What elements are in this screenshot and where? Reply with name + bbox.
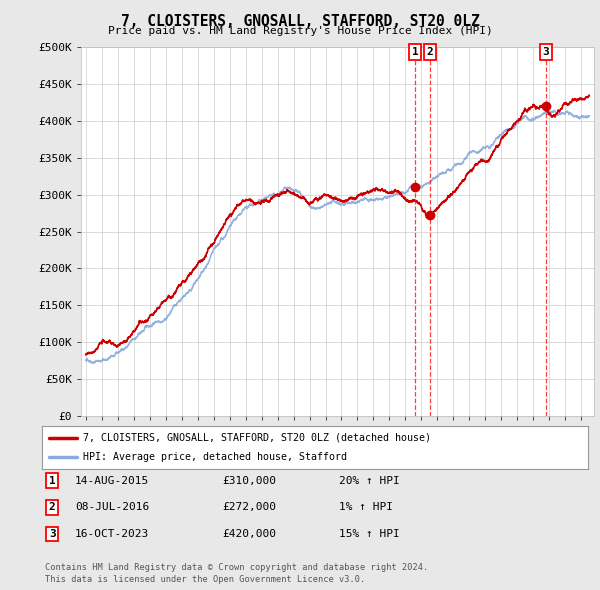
Text: 2: 2 xyxy=(427,47,433,57)
Text: 1: 1 xyxy=(49,476,56,486)
Text: 7, CLOISTERS, GNOSALL, STAFFORD, ST20 0LZ (detached house): 7, CLOISTERS, GNOSALL, STAFFORD, ST20 0L… xyxy=(83,432,431,442)
Text: HPI: Average price, detached house, Stafford: HPI: Average price, detached house, Staf… xyxy=(83,453,347,463)
Text: £272,000: £272,000 xyxy=(222,503,276,512)
Text: 2: 2 xyxy=(49,503,56,512)
Text: 08-JUL-2016: 08-JUL-2016 xyxy=(75,503,149,512)
Text: 1: 1 xyxy=(412,47,419,57)
Text: £420,000: £420,000 xyxy=(222,529,276,539)
Text: 1% ↑ HPI: 1% ↑ HPI xyxy=(339,503,393,512)
Text: Contains HM Land Registry data © Crown copyright and database right 2024.: Contains HM Land Registry data © Crown c… xyxy=(45,563,428,572)
Text: 14-AUG-2015: 14-AUG-2015 xyxy=(75,476,149,486)
Text: Price paid vs. HM Land Registry's House Price Index (HPI): Price paid vs. HM Land Registry's House … xyxy=(107,26,493,36)
Text: 7, CLOISTERS, GNOSALL, STAFFORD, ST20 0LZ: 7, CLOISTERS, GNOSALL, STAFFORD, ST20 0L… xyxy=(121,14,479,28)
Text: 15% ↑ HPI: 15% ↑ HPI xyxy=(339,529,400,539)
Text: 3: 3 xyxy=(542,47,549,57)
Text: 20% ↑ HPI: 20% ↑ HPI xyxy=(339,476,400,486)
Text: This data is licensed under the Open Government Licence v3.0.: This data is licensed under the Open Gov… xyxy=(45,575,365,584)
Text: 3: 3 xyxy=(49,529,56,539)
Text: £310,000: £310,000 xyxy=(222,476,276,486)
Text: 16-OCT-2023: 16-OCT-2023 xyxy=(75,529,149,539)
